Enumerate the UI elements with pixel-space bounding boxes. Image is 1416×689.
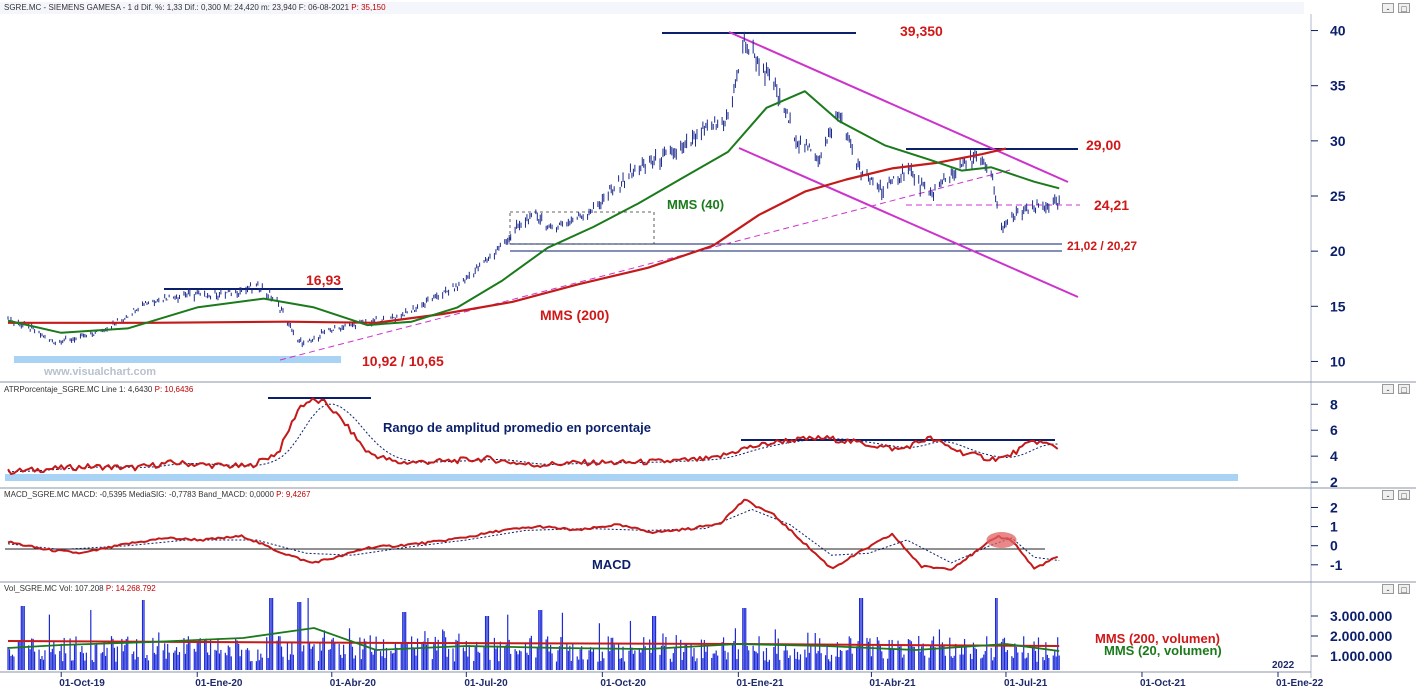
price-candles bbox=[7, 31, 1060, 348]
vol-maximize-button[interactable]: □ bbox=[1398, 584, 1410, 595]
channel-lower-line bbox=[738, 147, 1079, 298]
label-level-2421: 24,21 bbox=[1094, 197, 1129, 213]
date-label: 01-Ene-20 bbox=[195, 678, 243, 689]
atr-series bbox=[7, 397, 1059, 475]
label-support-1092: 10,92 / 10,65 bbox=[362, 353, 444, 369]
macd-header-stats: MACD: -0,5395 MediaSIG: -0,7783 Band_MAC… bbox=[71, 490, 274, 499]
date-label: 01-Oct-19 bbox=[59, 678, 105, 689]
date-label: 01-Abr-20 bbox=[330, 678, 377, 689]
atr-smoothed-line bbox=[7, 403, 1058, 473]
date-label: 01-Oct-21 bbox=[1140, 678, 1186, 689]
macd-signal-line bbox=[7, 508, 1060, 564]
date-label: 01-Oct-20 bbox=[600, 678, 646, 689]
label-mms40: MMS (40) bbox=[667, 197, 724, 212]
consolidation-box bbox=[509, 211, 655, 245]
atr-axis-label: 6 bbox=[1330, 422, 1338, 438]
watermark: www.visualchart.com bbox=[43, 366, 156, 378]
price-axis-label: 10 bbox=[1330, 353, 1346, 369]
volume-mms20-line bbox=[7, 627, 1060, 652]
date-label: 01-Ene-22 bbox=[1276, 678, 1324, 689]
vol-header-symbol: Vol_SGRE.MC bbox=[4, 584, 57, 593]
macd-axis-label: 1 bbox=[1330, 519, 1338, 535]
volume-axis-label: 1.000.000 bbox=[1330, 648, 1392, 664]
atr-header-symbol: ATRPorcentaje_SGRE.MC bbox=[4, 385, 100, 394]
atr-minimize-button[interactable]: - bbox=[1382, 384, 1394, 395]
label-mms200: MMS (200) bbox=[540, 307, 609, 323]
atr-axis-label: 2 bbox=[1330, 474, 1338, 490]
macd-crossover-marker bbox=[986, 531, 1017, 548]
atr-axis-label: 8 bbox=[1330, 396, 1338, 412]
channel-upper-line bbox=[728, 31, 1069, 183]
volume-axis-label: 3.000.000 bbox=[1330, 608, 1392, 624]
vol-header-extra: P: 14.268.792 bbox=[105, 584, 156, 593]
volume-mms200-line bbox=[7, 640, 1060, 647]
label-resist-29: 29,00 bbox=[1086, 137, 1121, 153]
vol-label-mms20: MMS (20, volumen) bbox=[1104, 643, 1222, 658]
axis-labels: 10 15 20 25 30 35 40 2 4 6 8 -1 0 1 2 1.000.000 2.000.00… bbox=[59, 23, 1392, 689]
volume-bars bbox=[7, 598, 1060, 670]
atr-panel-header: ATRPorcentaje_SGRE.MC Line 1: 4,6430 P: … bbox=[0, 384, 1304, 396]
atr-line bbox=[7, 397, 1059, 475]
atr-header-stats: Line 1: 4,6430 bbox=[101, 385, 153, 394]
year-tag: 2022 bbox=[1272, 660, 1295, 671]
trendline-dashed bbox=[279, 169, 1011, 361]
price-minimize-button[interactable]: - bbox=[1382, 3, 1394, 14]
label-high: 39,350 bbox=[900, 23, 943, 39]
price-axis-label: 25 bbox=[1330, 188, 1346, 204]
atr-maximize-button[interactable]: □ bbox=[1398, 384, 1410, 395]
price-axis-label: 35 bbox=[1330, 78, 1346, 94]
price-panel-header: SGRE.MC - SIEMENS GAMESA - 1 d Dif. %: 1… bbox=[0, 2, 1304, 14]
label-resist-1693: 16,93 bbox=[306, 272, 341, 288]
price-axis-label: 30 bbox=[1330, 133, 1346, 149]
price-header-extra: P: 35,150 bbox=[351, 3, 386, 12]
date-label: 01-Jul-20 bbox=[464, 678, 508, 689]
price-support-band bbox=[14, 356, 341, 363]
volume-moving-averages bbox=[7, 627, 1060, 652]
vol-header-stats: Vol: 107.208 bbox=[59, 584, 104, 593]
mms40-line bbox=[7, 90, 1060, 334]
date-label: 01-Abr-21 bbox=[869, 678, 916, 689]
price-axis-label: 15 bbox=[1330, 298, 1346, 314]
macd-title: MACD bbox=[592, 557, 631, 572]
macd-panel-header: MACD_SGRE.MC MACD: -0,5395 MediaSIG: -0,… bbox=[0, 489, 1304, 501]
price-header-stats: Dif. %: 1,33 Dif.: 0,300 M: 24,420 m: 23… bbox=[140, 3, 350, 12]
vol-label-mms200: MMS (200, volumen) bbox=[1095, 631, 1220, 646]
macd-axis-label: 2 bbox=[1330, 499, 1338, 515]
mms200-line bbox=[8, 147, 1007, 324]
date-label: 01-Ene-21 bbox=[736, 678, 784, 689]
date-label: 01-Jul-21 bbox=[1004, 678, 1048, 689]
atr-base-band bbox=[5, 474, 1238, 481]
price-maximize-button[interactable]: □ bbox=[1398, 3, 1410, 14]
price-axis-label: 20 bbox=[1330, 243, 1346, 259]
vol-minimize-button[interactable]: - bbox=[1382, 584, 1394, 595]
macd-series bbox=[7, 498, 1060, 571]
macd-header-symbol: MACD_SGRE.MC bbox=[4, 490, 70, 499]
price-moving-averages bbox=[7, 90, 1060, 334]
macd-minimize-button[interactable]: - bbox=[1382, 490, 1394, 501]
label-support-2102: 21,02 / 20,27 bbox=[1067, 239, 1137, 253]
price-axis-area bbox=[1310, 14, 1416, 384]
price-header-symbol: SGRE.MC - SIEMENS GAMESA - 1 d bbox=[4, 3, 139, 12]
macd-maximize-button[interactable]: □ bbox=[1398, 490, 1410, 501]
macd-header-extra: P: 9,4267 bbox=[276, 490, 311, 499]
macd-axis-label: -1 bbox=[1330, 557, 1343, 573]
atr-title: Rango de amplitud promedio en porcentaje bbox=[383, 420, 651, 435]
vol-panel-header: Vol_SGRE.MC Vol: 107.208 P: 14.268.792 bbox=[0, 583, 1304, 595]
atr-header-extra: P: 10,6436 bbox=[154, 385, 194, 394]
macd-axis-label: 0 bbox=[1330, 538, 1338, 554]
volume-axis-label: 2.000.000 bbox=[1330, 628, 1392, 644]
macd-line bbox=[7, 498, 1059, 571]
atr-axis-label: 4 bbox=[1330, 448, 1338, 464]
price-axis-label: 40 bbox=[1330, 23, 1346, 39]
